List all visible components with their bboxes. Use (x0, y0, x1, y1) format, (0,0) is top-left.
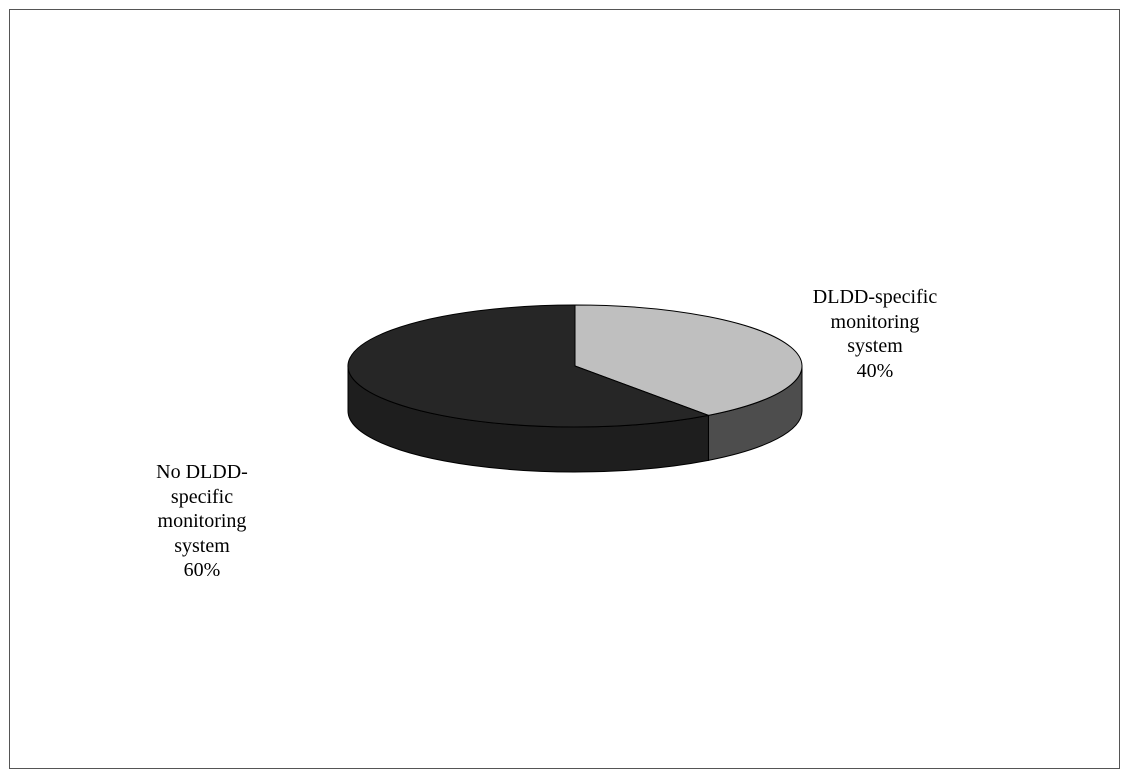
slice-label-line: monitoring (157, 510, 247, 532)
slice-label-line: DLDD-specific (812, 286, 938, 308)
slice-label-no-dldd-specific: No DLDD- specific monitoring system 60% (95, 460, 309, 583)
slice-value-label: 40% (856, 359, 894, 382)
slice-value-label: 60% (183, 559, 221, 581)
pie-slice-top-0 (574, 304, 803, 416)
slice-label-line: system (847, 335, 903, 357)
pie-slice-top-1 (347, 304, 709, 428)
slice-label-line: No DLDD- (156, 461, 248, 483)
slice-label-dldd-specific: DLDD-specific monitoring system 40% (768, 285, 982, 383)
slice-label-line: monitoring (830, 310, 920, 333)
slice-label-line: system (174, 534, 230, 557)
slice-label-line: specific (170, 485, 234, 508)
